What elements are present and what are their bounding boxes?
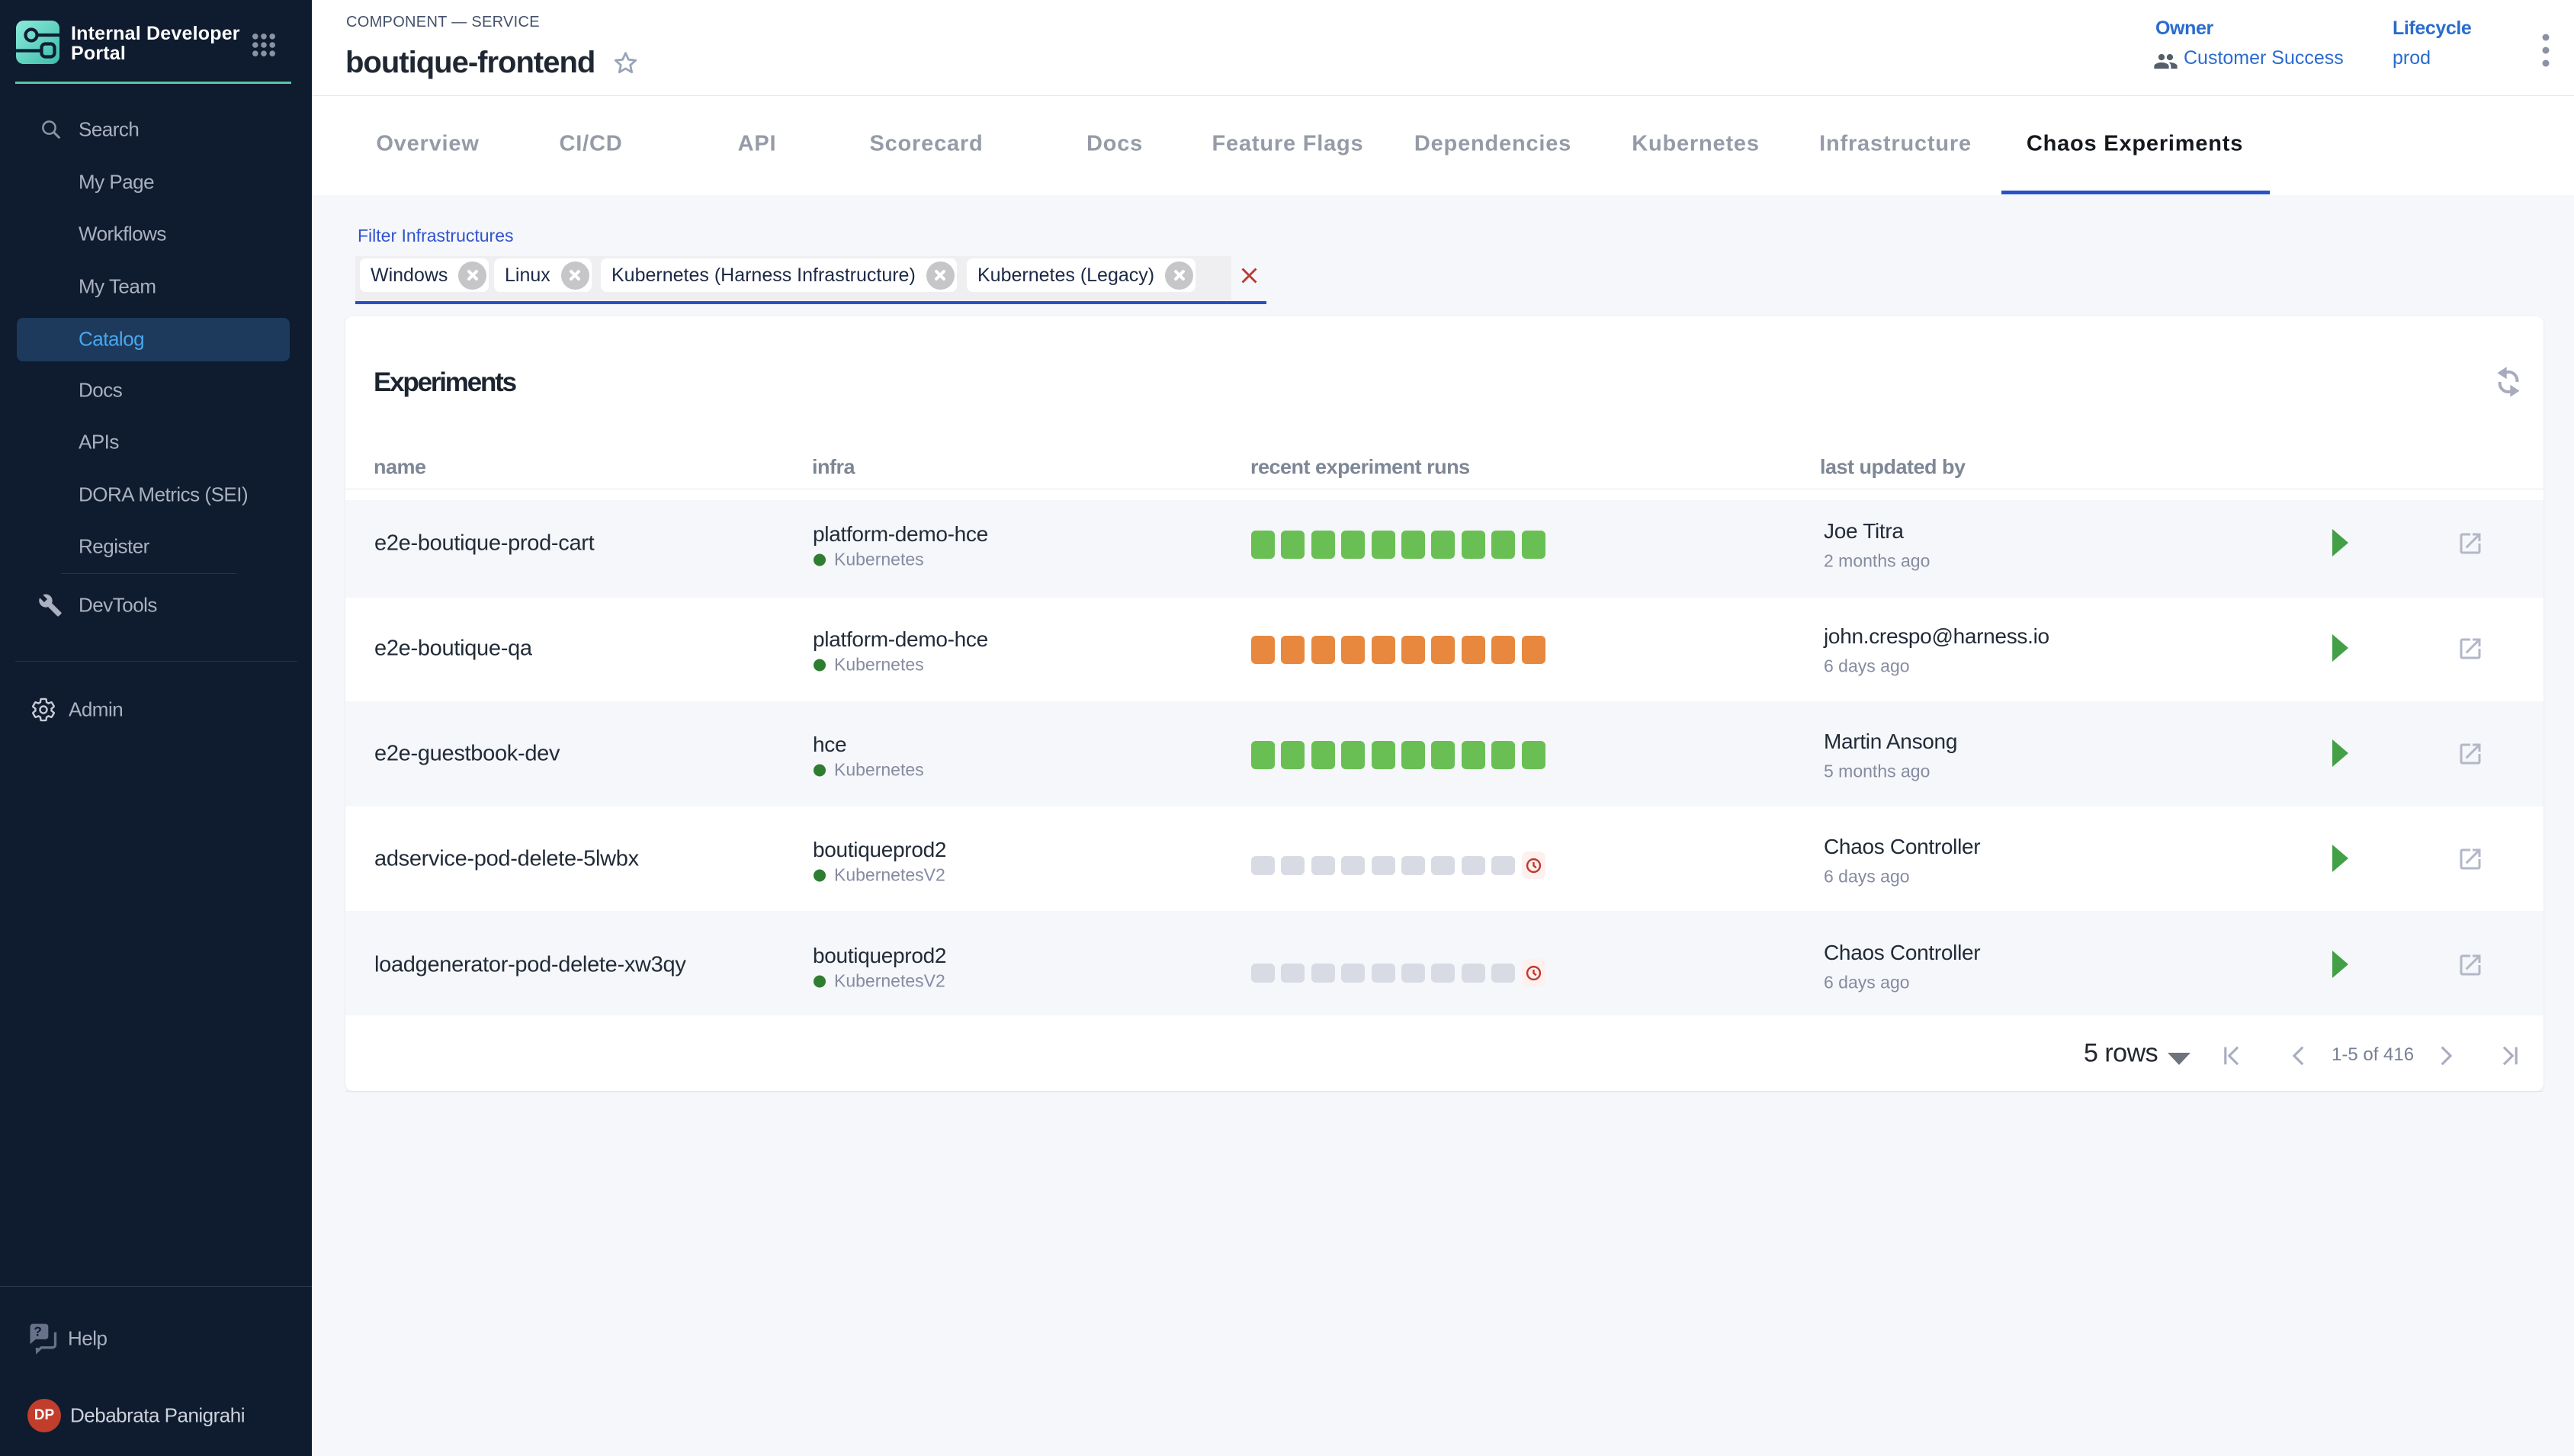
svg-text:?: ?	[34, 1323, 42, 1339]
